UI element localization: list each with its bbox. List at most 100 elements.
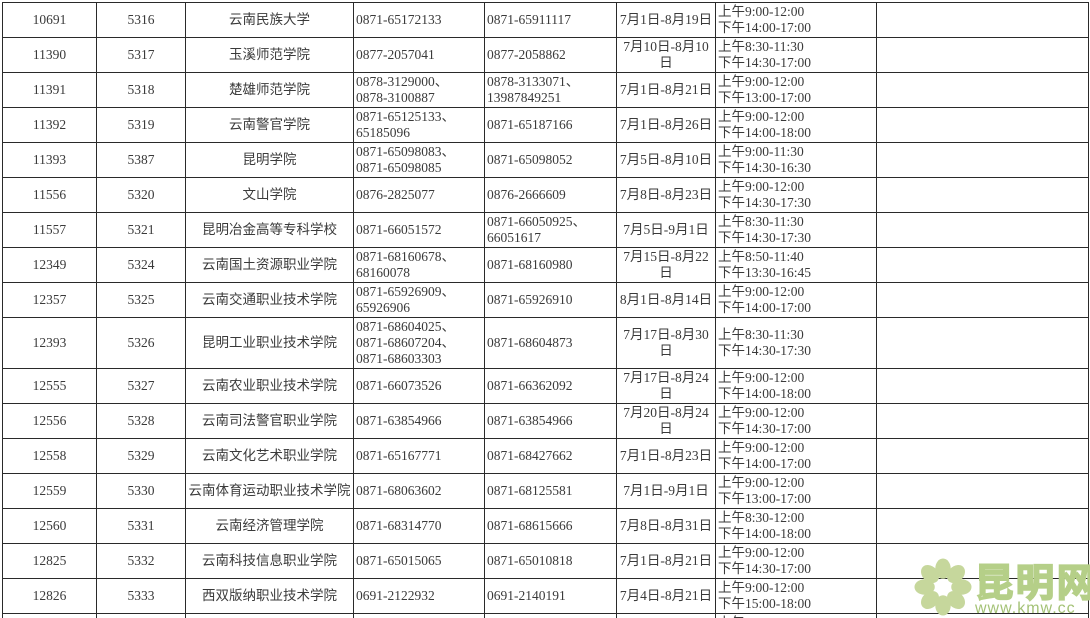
cell-date-range: 7月4日-8月21日: [616, 578, 716, 614]
cell-phone-2: 0871-68604873: [484, 317, 617, 369]
cell-school-code: 5325: [96, 282, 186, 318]
cell-office-hours: 上午9:00-12:00 下午14:30-17:00: [715, 403, 877, 439]
cell-school-name: 楚雄师范学院: [185, 72, 354, 108]
cell-note: [876, 2, 1089, 38]
cell-phone-1: 0691-2122932: [353, 578, 485, 614]
cell-office-hours: 上午8:30-11:30 下午14:30-17:30: [715, 317, 877, 369]
cell-school-code: 5316: [96, 2, 186, 38]
cell-phone-1: 0871-65125133、 65185096: [353, 107, 485, 143]
table-row: 11393 5387 昆明学院 0871-65098083、 0871-6509…: [2, 142, 1089, 178]
cell-phone-2: 0871-65098052: [484, 142, 617, 178]
table-row: 12357 5325 云南交通职业技术学院 0871-65926909、 659…: [2, 282, 1089, 318]
cell-phone-2: 0871-66362092: [484, 368, 617, 404]
cell-school-code: 5330: [96, 473, 186, 509]
cell-office-hours: 上午9:00-12:00 下午14:00-17:00: [715, 282, 877, 318]
cell-school-name: 云南交通职业技术学院: [185, 282, 354, 318]
cell-phone-2: 0871-65813709: [484, 613, 617, 618]
cell-school-code: 5387: [96, 142, 186, 178]
cell-phone-2: 0871-68615666: [484, 508, 617, 544]
cell-school-id: 11391: [2, 72, 97, 108]
cell-office-hours: 上午9:00-12:00 下午14:00-17:00: [715, 438, 877, 474]
cell-school-id: 12826: [2, 578, 97, 614]
cell-phone-1: 0871-65172133: [353, 2, 485, 38]
cell-school-name: 云南文化艺术职业学院: [185, 438, 354, 474]
cell-office-hours: 上午9:00-12:00 下午14:30-17:00: [715, 543, 877, 579]
cell-phone-2: 0871-68427662: [484, 438, 617, 474]
cell-phone-2: 0871-65926910: [484, 282, 617, 318]
cell-note: [876, 142, 1089, 178]
cell-phone-2: 0871-65010818: [484, 543, 617, 579]
table-row: 12555 5327 云南农业职业技术学院 0871-66073526 0871…: [2, 368, 1089, 404]
cell-school-name: 云南司法警官职业学院: [185, 403, 354, 439]
cell-school-code: 5334: [96, 613, 186, 618]
cell-phone-1: 0871-66073526: [353, 368, 485, 404]
cell-date-range: 7月1日-8月23日: [616, 438, 716, 474]
table-row: 11392 5319 云南警官学院 0871-65125133、 6518509…: [2, 107, 1089, 143]
cell-school-id: 12357: [2, 282, 97, 318]
cell-school-name: 昆明学院: [185, 142, 354, 178]
cell-school-name: 昆明冶金高等专科学校: [185, 212, 354, 248]
cell-phone-1: 0871-68063602: [353, 473, 485, 509]
cell-school-code: 5328: [96, 403, 186, 439]
cell-school-name: 云南经济管理学院: [185, 508, 354, 544]
cell-phone-1: 0871-66051572: [353, 212, 485, 248]
cell-date-range: 7月17日-8月24日: [616, 368, 716, 404]
cell-school-code: 5317: [96, 37, 186, 73]
cell-date-range: 7月1日-8月26日: [616, 107, 716, 143]
cell-school-id: 12556: [2, 403, 97, 439]
cell-phone-1: 0871-68160678、 68160078: [353, 247, 485, 283]
cell-office-hours: 上午9:00-12:00 下午14:00-18:00: [715, 368, 877, 404]
cell-date-range: 7月8日-8月31日: [616, 508, 716, 544]
cell-phone-1: 0878-3129000、 0878-3100887: [353, 72, 485, 108]
cell-phone-2: 0871-63854966: [484, 403, 617, 439]
cell-date-range: 7月5日-8月10日: [616, 142, 716, 178]
table-row: 12851 5334 昆明艺术职业学院 0871—67151428 0871-6…: [2, 613, 1089, 618]
table-row: 12559 5330 云南体育运动职业技术学院 0871-68063602 08…: [2, 473, 1089, 509]
cell-school-id: 11390: [2, 37, 97, 73]
cell-office-hours: 上午8:30-11:30 下午14:30-17:30: [715, 212, 877, 248]
cell-note: [876, 578, 1089, 614]
table-row: 10691 5316 云南民族大学 0871-65172133 0871-659…: [2, 2, 1089, 38]
cell-school-code: 5331: [96, 508, 186, 544]
cell-school-name: 云南民族大学: [185, 2, 354, 38]
cell-office-hours: 上午9:00-12:00 下午15:00-18:00: [715, 578, 877, 614]
cell-phone-1: 0871-65015065: [353, 543, 485, 579]
cell-office-hours: 上午9:00-12:00 下午13:00-17:00: [715, 473, 877, 509]
cell-phone-2: 0876-2666609: [484, 177, 617, 213]
table-row: 12826 5333 西双版纳职业技术学院 0691-2122932 0691-…: [2, 578, 1089, 614]
cell-phone-2: 0871-65187166: [484, 107, 617, 143]
cell-school-id: 12851: [2, 613, 97, 618]
cell-school-id: 12393: [2, 317, 97, 369]
cell-phone-1: 0871-68604025、 0871-68607204、 0871-68603…: [353, 317, 485, 369]
cell-office-hours: 上午9:00-12:00 下午14:00-18:00: [715, 107, 877, 143]
cell-office-hours: 上午9:00-11:30 下午14:30-16:30: [715, 142, 877, 178]
cell-date-range: 7月5日-9月1日: [616, 212, 716, 248]
table-row: 11390 5317 玉溪师范学院 0877-2057041 0877-2058…: [2, 37, 1089, 73]
cell-note: [876, 247, 1089, 283]
cell-note: [876, 37, 1089, 73]
cell-phone-1: 0871-65926909、 65926906: [353, 282, 485, 318]
cell-office-hours: 上午9:00-12:00 下午14:00-17:00: [715, 2, 877, 38]
cell-office-hours: 上午8:30-12:00 下午14:00-17:30: [715, 613, 877, 618]
table-row: 12558 5329 云南文化艺术职业学院 0871-65167771 0871…: [2, 438, 1089, 474]
cell-school-name: 云南国土资源职业学院: [185, 247, 354, 283]
cell-phone-1: 0871-65098083、 0871-65098085: [353, 142, 485, 178]
cell-school-code: 5332: [96, 543, 186, 579]
cell-note: [876, 212, 1089, 248]
cell-school-code: 5319: [96, 107, 186, 143]
cell-school-id: 12558: [2, 438, 97, 474]
table-row: 12825 5332 云南科技信息职业学院 0871-65015065 0871…: [2, 543, 1089, 579]
cell-school-code: 5329: [96, 438, 186, 474]
cell-phone-2: 0871-68160980: [484, 247, 617, 283]
cell-school-name: 昆明艺术职业学院: [185, 613, 354, 618]
cell-school-code: 5320: [96, 177, 186, 213]
cell-school-code: 5324: [96, 247, 186, 283]
cell-date-range: 7月1日-8月21日: [616, 543, 716, 579]
cell-school-code: 5327: [96, 368, 186, 404]
table-row: 12556 5328 云南司法警官职业学院 0871-63854966 0871…: [2, 403, 1089, 439]
cell-school-code: 5326: [96, 317, 186, 369]
cell-phone-2: 0871-66050925、 66051617: [484, 212, 617, 248]
table-row: 12393 5326 昆明工业职业技术学院 0871-68604025、 087…: [2, 317, 1089, 369]
